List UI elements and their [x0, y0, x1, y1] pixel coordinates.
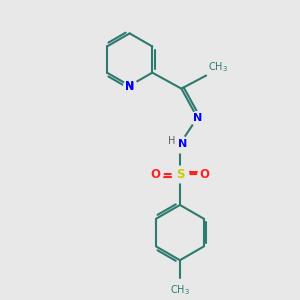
- Text: N: N: [125, 81, 134, 91]
- Text: N: N: [193, 113, 202, 123]
- Text: N: N: [125, 82, 134, 92]
- Text: CH$_3$: CH$_3$: [170, 283, 190, 297]
- Text: CH$_3$: CH$_3$: [208, 60, 228, 74]
- Text: O: O: [150, 168, 160, 181]
- Text: H: H: [168, 136, 176, 146]
- Text: S: S: [176, 168, 184, 181]
- Text: O: O: [200, 168, 210, 181]
- Text: N: N: [178, 139, 187, 149]
